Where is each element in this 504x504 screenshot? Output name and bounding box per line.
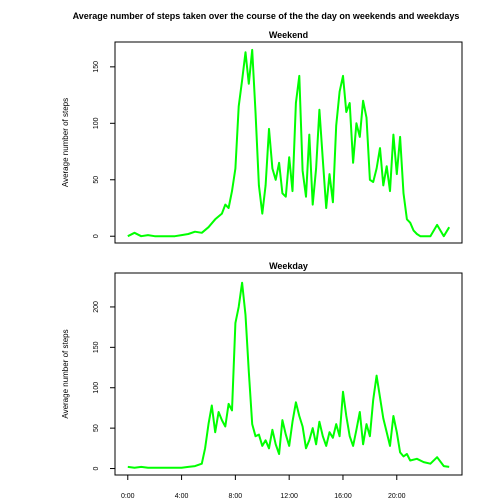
series-line bbox=[127, 48, 451, 238]
main-title: Average number of steps taken over the c… bbox=[73, 11, 460, 21]
y-tick-label: 0 bbox=[93, 234, 100, 238]
panel-weekday: Weekday 0 50 100 150 200 Average number of ste… bbox=[61, 261, 463, 476]
panel-weekend: Weekend 0 50 100 150 Average number of steps bbox=[61, 30, 463, 244]
panel-title: Weekend bbox=[269, 30, 308, 40]
x-tick-label: 16:00 bbox=[334, 493, 352, 500]
x-tick-label: 20:00 bbox=[388, 493, 406, 500]
panel-title: Weekday bbox=[269, 261, 308, 271]
plot-frame bbox=[114, 41, 463, 244]
x-tick-label: 8:00 bbox=[229, 493, 243, 500]
y-axis-label: Average number of steps bbox=[61, 329, 70, 418]
y-tick-label: 50 bbox=[93, 176, 100, 184]
x-tick-label: 4:00 bbox=[175, 493, 189, 500]
x-tick-label: 0:00 bbox=[121, 493, 135, 500]
y-tick-label: 150 bbox=[93, 61, 100, 73]
y-tick-label: 100 bbox=[93, 382, 100, 394]
y-tick-label: 50 bbox=[93, 424, 100, 432]
x-axis: 0:00 4:00 8:00 12:00 16:00 20:00 bbox=[121, 474, 406, 500]
y-tick-label: 0 bbox=[93, 466, 100, 470]
x-tick-label: 12:00 bbox=[280, 493, 298, 500]
series-line bbox=[127, 281, 450, 469]
y-tick-label: 200 bbox=[93, 301, 100, 313]
y-tick-label: 100 bbox=[93, 117, 100, 129]
y-tick-label: 150 bbox=[93, 341, 100, 353]
y-axis-label: Average number of steps bbox=[61, 98, 70, 187]
